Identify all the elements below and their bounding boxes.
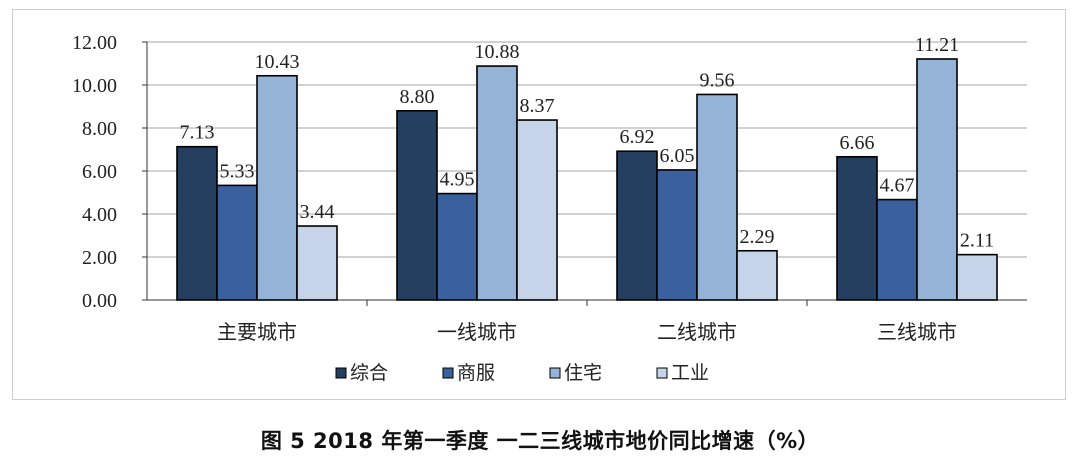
bar bbox=[256, 74, 298, 301]
bar bbox=[216, 184, 258, 301]
bar bbox=[476, 65, 518, 301]
data-label: 6.92 bbox=[620, 126, 655, 148]
bar bbox=[696, 93, 738, 301]
bar bbox=[736, 249, 778, 301]
data-label: 6.66 bbox=[840, 132, 875, 154]
data-label: 10.43 bbox=[255, 51, 300, 73]
data-label: 3.44 bbox=[300, 201, 335, 223]
legend-swatch bbox=[656, 367, 668, 379]
bar bbox=[876, 198, 918, 301]
bar bbox=[296, 225, 338, 301]
legend-label: 工业 bbox=[671, 362, 709, 384]
y-tick-label: 0.00 bbox=[82, 290, 117, 312]
x-category-label: 三线城市 bbox=[877, 320, 957, 344]
data-label: 2.11 bbox=[960, 230, 994, 252]
data-label: 5.33 bbox=[220, 160, 255, 182]
data-label: 6.05 bbox=[660, 145, 695, 167]
bar-chart: 0.00 2.00 4.00 6.00 8.00 10.00 12.00 主要城市 一线城市 二线… bbox=[72, 32, 1027, 384]
legend-label: 住宅 bbox=[564, 362, 602, 384]
data-label: 2.29 bbox=[740, 226, 775, 248]
data-label: 8.80 bbox=[400, 86, 435, 108]
y-tick-label: 4.00 bbox=[82, 204, 117, 226]
data-label: 9.56 bbox=[700, 69, 735, 91]
legend-label: 商服 bbox=[457, 362, 495, 384]
data-label: 4.95 bbox=[440, 169, 475, 191]
data-labels: 7.135.3310.433.448.804.9510.888.376.926.… bbox=[180, 34, 995, 252]
y-tick-label: 10.00 bbox=[72, 75, 117, 97]
bar bbox=[956, 253, 998, 301]
y-tick-label: 12.00 bbox=[72, 32, 117, 54]
legend-swatch bbox=[442, 367, 454, 379]
legend-swatch bbox=[335, 367, 347, 379]
x-category-label: 二线城市 bbox=[657, 320, 737, 344]
data-label: 10.88 bbox=[475, 41, 520, 63]
y-tick-label: 2.00 bbox=[82, 247, 117, 269]
bar bbox=[436, 192, 478, 301]
data-label: 11.21 bbox=[915, 34, 959, 56]
y-tick-label: 6.00 bbox=[82, 161, 117, 183]
data-label: 7.13 bbox=[180, 122, 215, 144]
bar bbox=[516, 119, 558, 301]
legend-swatch bbox=[549, 367, 561, 379]
y-tick-label: 8.00 bbox=[82, 118, 117, 140]
legend: 综合 商服 住宅 工业 bbox=[335, 362, 709, 384]
x-category-label: 主要城市 bbox=[217, 320, 297, 344]
legend-label: 综合 bbox=[350, 362, 388, 384]
bar bbox=[396, 110, 438, 301]
bars bbox=[176, 58, 998, 301]
bar bbox=[656, 169, 698, 301]
bar bbox=[616, 150, 658, 301]
bar bbox=[916, 58, 958, 301]
bar bbox=[836, 156, 878, 301]
data-label: 8.37 bbox=[520, 95, 555, 117]
bar bbox=[176, 145, 218, 301]
figure-caption: 图 5 2018 年第一季度 一二三线城市地价同比增速（%） bbox=[260, 429, 820, 453]
data-label: 4.67 bbox=[880, 175, 915, 197]
x-category-label: 一线城市 bbox=[437, 320, 517, 344]
